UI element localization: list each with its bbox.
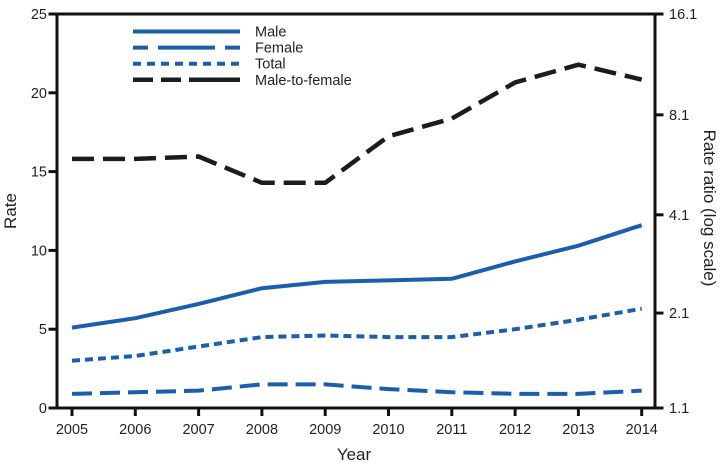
- legend-label-total: Total: [255, 57, 286, 73]
- x-tick-label: 2011: [436, 422, 467, 438]
- y-right-tick-label: 1.1: [669, 401, 689, 417]
- y-right-tick-label: 2.1: [669, 306, 689, 322]
- y-right-tick-label: 8.1: [669, 108, 689, 124]
- y-right-tick-label: 16.1: [669, 7, 697, 23]
- legend-label-male: Male: [255, 25, 286, 41]
- x-axis-title: Year: [337, 445, 372, 464]
- y-right-tick-label: 4.1: [669, 208, 689, 224]
- y-left-tick-label: 20: [31, 86, 47, 102]
- y-left-tick-label: 15: [31, 165, 47, 181]
- x-tick-label: 2006: [119, 422, 151, 438]
- x-tick-label: 2007: [182, 422, 214, 438]
- y-right-axis-title: Rate ratio (log scale): [700, 130, 719, 287]
- x-tick-label: 2013: [562, 422, 594, 438]
- series-line-male-to-female: [72, 62, 643, 186]
- x-tick-label: 2014: [626, 422, 658, 438]
- y-left-tick-label: 0: [39, 401, 47, 417]
- plot-frame: [55, 12, 657, 410]
- series-line-male: [71, 223, 643, 330]
- x-tick-label: 2008: [246, 422, 278, 438]
- x-tick-label: 2009: [309, 422, 341, 438]
- y-left-tick-label: 5: [39, 322, 47, 338]
- y-left-tick-label: 25: [31, 7, 47, 23]
- legend-label-female: Female: [255, 41, 303, 57]
- series-line-total: [71, 306, 643, 363]
- x-tick-label: 2012: [499, 422, 531, 438]
- legend-label-male-to-female: Male-to-female: [255, 73, 352, 89]
- x-tick-label: 2005: [56, 422, 88, 438]
- series-line-female: [71, 382, 642, 396]
- x-tick-label: 2010: [372, 422, 404, 438]
- y-left-axis-title: Rate: [1, 193, 20, 229]
- y-left-tick-label: 10: [31, 243, 47, 259]
